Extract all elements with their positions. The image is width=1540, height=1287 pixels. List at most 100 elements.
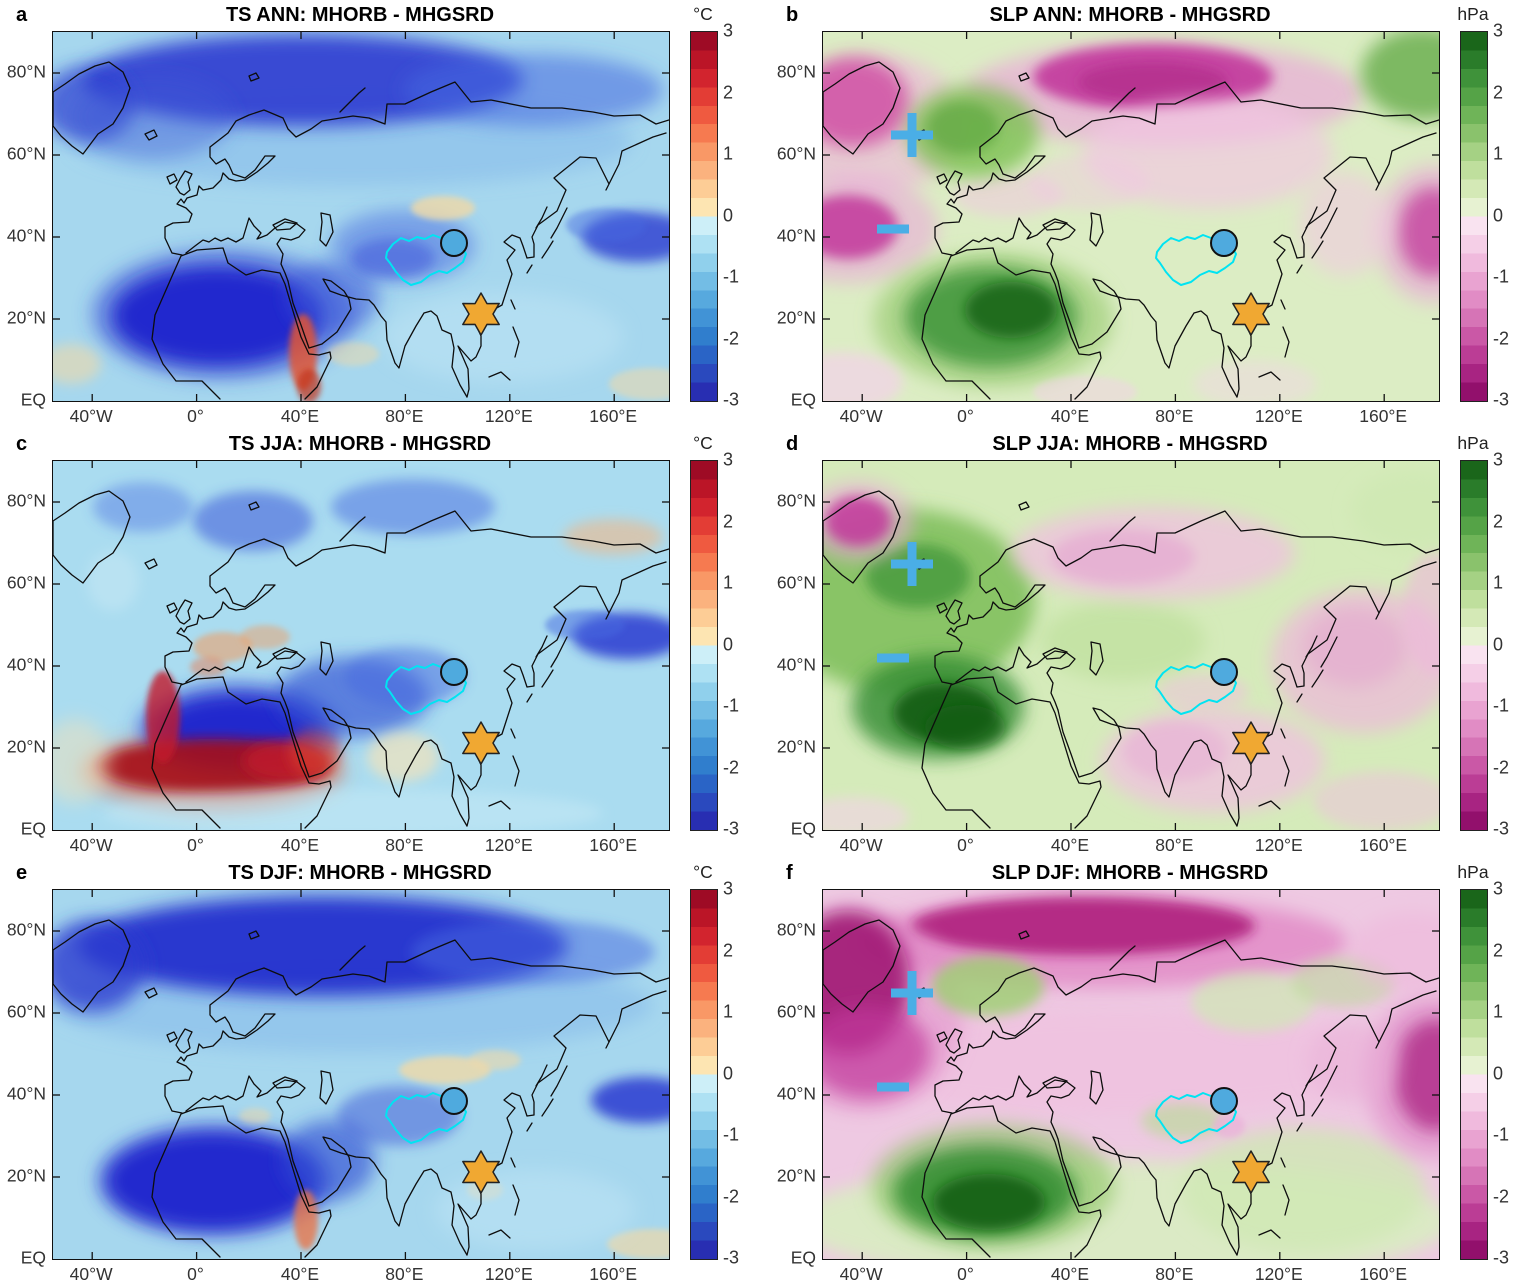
colorbar-tick-label: 1 <box>723 1001 734 1022</box>
x-tick-label: 160°E <box>1359 406 1408 426</box>
colorbar-tick-label: 2 <box>723 940 734 960</box>
colorbar-tick-label: 2 <box>723 82 734 102</box>
tibetan-plateau-outline <box>1155 234 1237 286</box>
star-site-marker <box>1232 721 1270 765</box>
x-tick-label: 40°W <box>69 406 113 426</box>
colorbar-tick-label: -1 <box>723 266 740 287</box>
colorbar-tick-label: 3 <box>723 878 734 899</box>
x-tick-label: 80°E <box>1155 835 1194 855</box>
y-tick-label: 20°N <box>6 1165 46 1186</box>
y-tick-label: 40°N <box>776 225 816 246</box>
colorbar-tick-label: -2 <box>1493 757 1510 777</box>
anomaly-blob-layer <box>823 471 1439 830</box>
y-tick-label: 60°N <box>776 143 816 164</box>
x-tick-label: 80°E <box>1155 406 1194 426</box>
panel-e: e TS DJF: MHORB - MHGSRD 80°N 60°N 40°N 20°… <box>0 858 770 1287</box>
colorbar-tick-label: 3 <box>723 20 734 41</box>
panel-d: d SLP JJA: MHORB - MHGSRD 80°N 60°N 40°N 20… <box>770 429 1540 858</box>
circle-site-marker <box>1210 1087 1238 1115</box>
tibetan-plateau-outline <box>385 663 467 715</box>
colorbar-tick-label: -1 <box>1493 1124 1510 1145</box>
y-tick-label: 80°N <box>776 919 816 940</box>
map-canvas <box>822 460 1440 831</box>
plus-marker <box>891 113 933 157</box>
colorbar-tick-label: 1 <box>1493 143 1504 164</box>
x-tick-label: 80°E <box>1155 1264 1194 1284</box>
colorbar-tick-label: -2 <box>723 1186 740 1206</box>
y-tick-label: EQ <box>790 389 816 410</box>
colorbar <box>690 889 718 1260</box>
x-tick-label: 80°E <box>385 1264 424 1284</box>
map-canvas <box>822 889 1440 1260</box>
coastline <box>823 61 1439 400</box>
colorbar-tick-label: -2 <box>1493 1186 1510 1206</box>
x-tick-label: 120°E <box>484 835 533 855</box>
colorbar-tick-label: 3 <box>1493 878 1504 899</box>
circle-site-marker <box>1210 658 1238 686</box>
colorbar-tick-label: -2 <box>723 757 740 777</box>
x-tick-label: 0° <box>187 835 204 855</box>
circle-site-marker <box>440 658 468 686</box>
y-tick-label: 80°N <box>6 919 46 940</box>
x-tick-label: 160°E <box>589 835 638 855</box>
colorbar-tick-label: -2 <box>723 328 740 348</box>
circle-site-marker <box>1210 229 1238 257</box>
y-tick-label: 20°N <box>776 1165 816 1186</box>
star-site-marker <box>1232 292 1270 336</box>
colorbar-tick-label: -1 <box>723 1124 740 1145</box>
y-tick-label: 60°N <box>6 572 46 593</box>
x-tick-label: 0° <box>957 1264 974 1284</box>
coastline <box>823 919 1439 1258</box>
panel-letter: f <box>786 862 793 884</box>
panel-a: a TS ANN: MHORB - MHGSRD 80°N 60°N 40°N 20°… <box>0 0 770 429</box>
map-canvas <box>52 889 670 1260</box>
colorbar-tick-label: 2 <box>1493 511 1504 531</box>
x-tick-label: 120°E <box>1254 1264 1303 1284</box>
x-tick-label: 160°E <box>1359 835 1408 855</box>
colorbar-tick-label: 2 <box>1493 82 1504 102</box>
x-tick-label: 40°E <box>1050 406 1090 426</box>
panel-c: c TS JJA: MHORB - MHGSRD 80°N 60°N 40°N 20°… <box>0 429 770 858</box>
colorbar-tick-label: -1 <box>1493 695 1510 716</box>
colorbar-tick-label: -2 <box>1493 328 1510 348</box>
x-tick-label: 80°E <box>385 406 424 426</box>
colorbar-tick-label: -3 <box>1493 818 1510 839</box>
y-tick-label: 60°N <box>6 1001 46 1022</box>
coastline <box>53 61 669 400</box>
panel-letter: d <box>786 433 799 455</box>
colorbar-tick-label: 0 <box>723 1063 734 1083</box>
tibetan-plateau-outline <box>1155 1092 1237 1144</box>
x-tick-label: 40°E <box>280 1264 320 1284</box>
tibetan-plateau-outline <box>1155 663 1237 715</box>
y-tick-label: 20°N <box>776 736 816 757</box>
x-tick-label: 40°E <box>280 406 320 426</box>
y-tick-label: 80°N <box>776 490 816 511</box>
colorbar-tick-label: -3 <box>1493 1247 1510 1268</box>
star-site-marker <box>462 292 500 336</box>
y-tick-label: 20°N <box>6 736 46 757</box>
panel-f: f SLP DJF: MHORB - MHGSRD 80°N 60°N 40°N 20… <box>770 858 1540 1287</box>
colorbar-tick-label: 2 <box>723 511 734 531</box>
x-tick-label: 0° <box>187 1264 204 1284</box>
colorbar-tick-label: 0 <box>1493 205 1504 225</box>
y-tick-label: EQ <box>20 389 46 410</box>
colorbar <box>1460 31 1488 402</box>
axis-tick-marks <box>823 890 1439 1259</box>
y-tick-label: 60°N <box>776 572 816 593</box>
x-tick-label: 160°E <box>589 1264 638 1284</box>
y-tick-label: EQ <box>790 1247 816 1268</box>
colorbar-tick-label: 0 <box>1493 634 1504 654</box>
colorbar-tick-label: 0 <box>1493 1063 1504 1083</box>
panel-title: SLP DJF: MHORB - MHGSRD <box>991 862 1269 884</box>
plus-marker <box>891 971 933 1015</box>
panel-title: TS DJF: MHORB - MHGSRD <box>228 862 492 884</box>
plus-marker <box>891 542 933 586</box>
panel-letter: b <box>786 4 799 26</box>
y-tick-label: 60°N <box>6 143 46 164</box>
axis-tick-marks <box>823 32 1439 401</box>
tibetan-plateau-outline <box>385 234 467 286</box>
colorbar <box>1460 460 1488 831</box>
y-tick-label: 40°N <box>6 654 46 675</box>
axis-tick-marks <box>53 461 669 830</box>
star-site-marker <box>462 721 500 765</box>
